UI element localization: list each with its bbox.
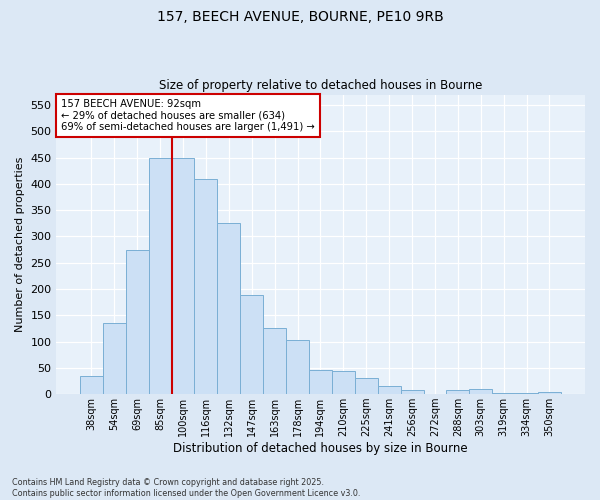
Bar (469, 389, 492, 394)
Bar (377, 386, 401, 394)
Bar (515, 393, 538, 394)
Text: 157, BEECH AVENUE, BOURNE, PE10 9RB: 157, BEECH AVENUE, BOURNE, PE10 9RB (157, 10, 443, 24)
Bar (149, 158, 172, 394)
Bar (172, 158, 194, 394)
Bar (103, 323, 126, 394)
Bar (286, 340, 309, 394)
Bar (401, 390, 424, 394)
Bar (263, 328, 286, 394)
Bar (80, 376, 103, 394)
Bar (217, 224, 240, 394)
Bar (309, 370, 332, 394)
Bar (538, 392, 561, 394)
Text: 157 BEECH AVENUE: 92sqm
← 29% of detached houses are smaller (634)
69% of semi-d: 157 BEECH AVENUE: 92sqm ← 29% of detache… (61, 99, 315, 132)
Y-axis label: Number of detached properties: Number of detached properties (15, 156, 25, 332)
Bar (194, 178, 217, 394)
Bar (492, 393, 515, 394)
Title: Size of property relative to detached houses in Bourne: Size of property relative to detached ho… (159, 79, 482, 92)
Bar (332, 371, 355, 394)
Bar (126, 250, 149, 394)
Bar (355, 378, 377, 394)
X-axis label: Distribution of detached houses by size in Bourne: Distribution of detached houses by size … (173, 442, 468, 455)
Bar (240, 296, 263, 394)
Text: Contains HM Land Registry data © Crown copyright and database right 2025.
Contai: Contains HM Land Registry data © Crown c… (12, 478, 361, 498)
Bar (446, 390, 469, 394)
